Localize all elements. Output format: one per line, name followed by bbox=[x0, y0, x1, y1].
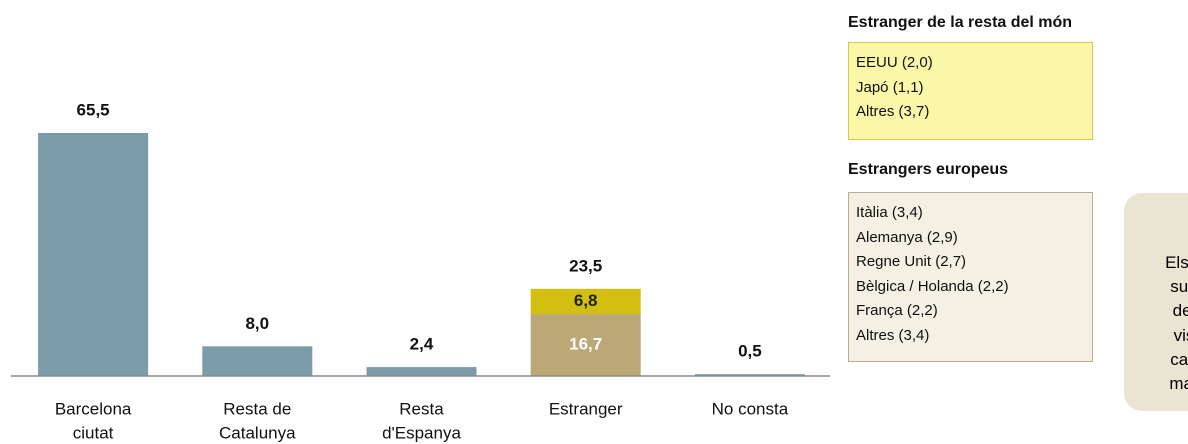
note-line: del bbox=[1172, 301, 1188, 321]
x-tick-label: Barcelona bbox=[55, 399, 132, 418]
value-label: 16,7 bbox=[569, 335, 602, 354]
panel-title: Estrangers europeus bbox=[848, 161, 1009, 178]
bar bbox=[202, 346, 313, 376]
x-tick-label: d'Espanya bbox=[382, 423, 461, 442]
bar bbox=[530, 314, 641, 376]
note-line: Els b bbox=[1165, 253, 1188, 272]
x-tick-label: ciutat bbox=[73, 423, 114, 442]
panel-item: França (2,2) bbox=[856, 302, 938, 319]
panel-item: EEUU (2,0) bbox=[856, 54, 933, 71]
bar bbox=[38, 133, 149, 376]
chart: 65,5 Barcelona ciutat 8,0 Resta de Catalunya 2… bbox=[11, 100, 830, 442]
value-label: 6,8 bbox=[574, 291, 598, 310]
panel-box: Itàlia (3,4) Alemanya (2,9) Regne Unit (2,… bbox=[848, 192, 1093, 362]
panel-item: Regne Unit (2,7) bbox=[856, 253, 967, 270]
note-line: cap bbox=[1170, 349, 1188, 369]
panel-item: Japó (1,1) bbox=[856, 78, 924, 96]
value-label: 0,5 bbox=[738, 342, 762, 361]
note-line: vis bbox=[1173, 325, 1188, 345]
panel-title: Estranger de la resta del món bbox=[848, 14, 1073, 31]
x-tick-label: No consta bbox=[712, 399, 789, 418]
bar bbox=[366, 367, 477, 376]
note-line: sup bbox=[1170, 277, 1188, 297]
x-tick-label: Resta de bbox=[223, 399, 291, 418]
value-label: 2,4 bbox=[410, 335, 434, 354]
value-label: 8,0 bbox=[245, 314, 269, 333]
bar bbox=[694, 374, 805, 376]
total-label: 23,5 bbox=[569, 256, 602, 275]
bar bbox=[530, 288, 641, 315]
panel-item: Itàlia (3,4) bbox=[856, 204, 923, 221]
panel-box: EEUU (2,0) Japó (1,1) Altres (3,7) bbox=[848, 42, 1093, 140]
panel-item: Altres (3,4) bbox=[856, 326, 930, 344]
panel-item: Alemanya (2,9) bbox=[856, 228, 958, 246]
x-tick-label: Resta bbox=[399, 399, 444, 418]
panel-item: Bèlgica / Holanda (2,2) bbox=[856, 277, 1009, 295]
value-label: 65,5 bbox=[77, 100, 110, 119]
note-box: Els b sup del vis cap mar bbox=[1124, 193, 1188, 411]
x-tick-label: Estranger bbox=[549, 399, 623, 418]
panel-item: Altres (3,7) bbox=[856, 103, 930, 120]
x-tick-label: Catalunya bbox=[219, 423, 296, 442]
note-line: mar bbox=[1169, 374, 1188, 394]
